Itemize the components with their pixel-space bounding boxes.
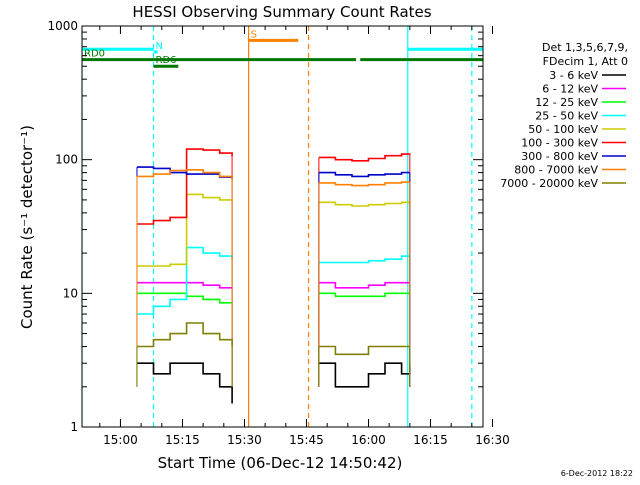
series-line	[137, 169, 233, 181]
legend-entry-label: 50 - 100 keV	[528, 123, 598, 136]
x-tick-label: 15:45	[289, 433, 324, 447]
vertical-markers	[82, 26, 473, 427]
y-axis: 1 10 100 1000	[47, 19, 483, 434]
series-line	[137, 148, 233, 225]
y-tick-label: 1000	[47, 19, 78, 33]
plot-frame	[81, 25, 484, 428]
series-line	[318, 153, 411, 162]
series-line	[137, 193, 233, 267]
series-line	[318, 255, 410, 264]
x-tick-label: 16:00	[351, 433, 386, 447]
x-axis: 15:00 15:15 15:30 15:45 16:00 16:15 16:30	[99, 26, 510, 447]
legend-entry-label: 25 - 50 keV	[535, 110, 598, 123]
x-axis-label: Start Time (06-Dec-12 14:50:42)	[158, 454, 403, 472]
y-axis-label: Count Rate (s⁻¹ detector⁻¹)	[18, 125, 36, 329]
legend-entry-label: 6 - 12 keV	[542, 83, 598, 96]
flag-label: RD6	[156, 55, 177, 66]
series-line	[318, 362, 411, 388]
flag-label: RD0	[84, 49, 105, 60]
flag-label: N	[156, 41, 163, 52]
series-line	[137, 322, 233, 348]
y-tick-label: 10	[63, 286, 78, 300]
x-tick-label: 16:30	[475, 433, 510, 447]
y-tick-label: 1	[70, 420, 78, 434]
x-tick-label: 15:00	[103, 433, 138, 447]
x-tick-label: 16:15	[413, 433, 448, 447]
series-line	[318, 201, 411, 207]
series-line	[137, 281, 233, 289]
legend: Det 1,3,5,6,7,9, FDecim 1, Att 0 3 - 6 k…	[500, 41, 628, 190]
legend-header-line-1: Det 1,3,5,6,7,9,	[542, 41, 628, 54]
footer-date: 6-Dec-2012 18:22	[561, 469, 633, 478]
series-line	[318, 181, 410, 187]
series-line	[137, 292, 233, 304]
series-line	[137, 246, 233, 315]
x-tick-label: 15:30	[227, 433, 262, 447]
legend-entry-label: 800 - 7000 keV	[514, 164, 598, 177]
x-tick-label: 15:15	[165, 433, 200, 447]
series-line	[318, 171, 410, 178]
flag-bars: N S RD0 RD6	[82, 29, 483, 68]
legend-entry-label: 7000 - 20000 keV	[500, 177, 598, 190]
series-line	[318, 345, 410, 356]
series-lines	[136, 148, 411, 404]
legend-header-line-2: FDecim 1, Att 0	[543, 55, 628, 68]
legend-entry-label: 100 - 300 keV	[521, 137, 598, 150]
series-line	[318, 281, 410, 289]
legend-entry-label: 12 - 25 keV	[535, 96, 598, 109]
chart-title: HESSI Observing Summary Count Rates	[132, 3, 431, 21]
y-tick-label: 100	[55, 153, 78, 167]
series-line	[318, 292, 410, 298]
series-line	[137, 362, 233, 404]
flag-label: S	[251, 29, 257, 40]
legend-entry-label: 300 - 800 keV	[521, 150, 598, 163]
legend-entry-label: 3 - 6 keV	[549, 69, 598, 82]
